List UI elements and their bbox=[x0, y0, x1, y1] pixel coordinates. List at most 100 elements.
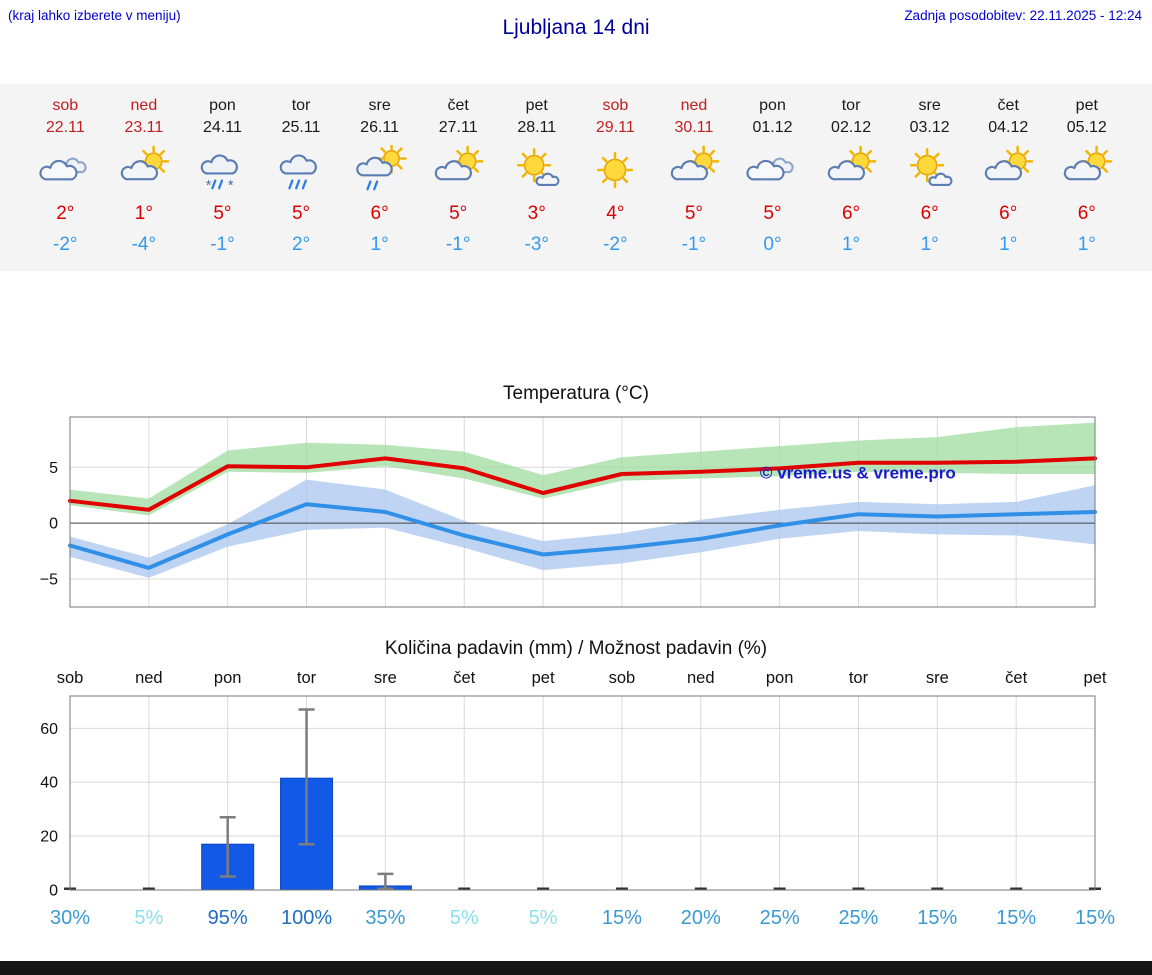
zero-precip-tick bbox=[931, 887, 944, 890]
day-min-temperature: -1° bbox=[681, 234, 707, 255]
precip-day-label: pet bbox=[532, 669, 555, 687]
precip-probability-label: 15% bbox=[917, 907, 957, 929]
watermark: © vreme.us & vreme.pro bbox=[760, 463, 956, 482]
day-max-temperature: 1° bbox=[134, 203, 153, 224]
precip-probability-label: 100% bbox=[281, 907, 332, 929]
max temperature-line bbox=[68, 456, 1097, 512]
weather-icon-slot: * * bbox=[183, 141, 262, 199]
min temperature-band bbox=[70, 479, 1095, 578]
y-axis-tick-label: 60 bbox=[40, 721, 58, 738]
day-max-temperature: 5° bbox=[684, 203, 703, 224]
day-name: ned bbox=[130, 97, 158, 114]
day-name: čet bbox=[997, 97, 1019, 114]
precip-probability-label: 30% bbox=[50, 907, 90, 929]
y-axis-tick-label: 5 bbox=[49, 460, 58, 477]
precip-probability-label: 5% bbox=[529, 907, 558, 929]
partly-sunny-icon bbox=[827, 145, 877, 181]
precip-probability-label: 35% bbox=[365, 907, 405, 929]
partly-sunny-icon bbox=[985, 145, 1034, 181]
day-forecast-cell[interactable]: sob 22.11 2° -2° bbox=[26, 96, 105, 257]
day-name: tor bbox=[841, 97, 861, 114]
day-forecast-cell[interactable]: sob 29.11 4° -2° bbox=[576, 96, 655, 257]
day-forecast-cell[interactable]: tor 25.11 5° 2° bbox=[262, 96, 341, 257]
header: (kraj lahko izberete v meniju) Ljubljana… bbox=[0, 0, 1152, 56]
day-date: 24.11 bbox=[203, 119, 242, 136]
day-forecast-cell[interactable]: pet 05.12 6° 1° bbox=[1048, 96, 1127, 257]
day-name: čet bbox=[447, 97, 469, 114]
day-name: pon bbox=[759, 97, 786, 114]
day-max-temperature: 6° bbox=[999, 203, 1018, 224]
zero-precip-tick bbox=[142, 887, 155, 890]
day-date: 04.12 bbox=[988, 119, 1029, 136]
weather-icon-slot bbox=[576, 141, 655, 199]
precip-day-label: ned bbox=[687, 669, 715, 687]
day-forecast-cell[interactable]: ned 23.11 1° -4° bbox=[105, 96, 184, 257]
weather-icon-slot bbox=[340, 141, 419, 199]
rain-snow-icon: ** bbox=[201, 154, 239, 194]
precip-probability-label: 95% bbox=[208, 907, 248, 929]
sunny-icon bbox=[597, 151, 634, 189]
zero-precip-tick bbox=[773, 887, 786, 890]
day-forecast-cell[interactable]: čet 04.12 6° 1° bbox=[969, 96, 1048, 257]
svg-text:*: * bbox=[206, 178, 212, 194]
day-min-temperature: -2° bbox=[53, 234, 78, 255]
day-date: 01.12 bbox=[752, 119, 793, 136]
day-forecast-cell[interactable]: sre 03.12 6° 1° bbox=[890, 96, 969, 257]
day-max-temperature: 3° bbox=[527, 203, 546, 224]
precip-day-label: tor bbox=[297, 669, 317, 687]
cloudy-icon bbox=[746, 157, 795, 181]
day-max-temperature: 6° bbox=[841, 203, 861, 224]
day-forecast-cell[interactable]: ned 30.11 5° -1° bbox=[655, 96, 734, 257]
day-min-temperature: 2° bbox=[291, 234, 311, 255]
temperature-chart-title: Temperatura (°C) bbox=[503, 383, 649, 404]
bottom-bar bbox=[0, 961, 1152, 975]
partly-sunny-icon bbox=[120, 145, 170, 181]
day-min-temperature: 0° bbox=[763, 234, 782, 255]
day-min-temperature: 1° bbox=[1077, 234, 1096, 255]
day-forecast-cell[interactable]: tor 02.12 6° 1° bbox=[812, 96, 891, 257]
day-forecast-cell[interactable]: pet 28.11 3° -3° bbox=[497, 96, 576, 257]
precip-day-label: sob bbox=[609, 669, 636, 687]
weather-icon-slot bbox=[1048, 141, 1127, 199]
day-max-temperature: 6° bbox=[370, 203, 389, 224]
day-date: 29.11 bbox=[595, 119, 635, 136]
day-name: pon bbox=[209, 97, 236, 114]
day-date: 03.12 bbox=[909, 119, 950, 136]
rain-icon bbox=[279, 154, 317, 190]
precip-day-label: pet bbox=[1084, 669, 1107, 687]
partly-sunny-icon bbox=[434, 145, 484, 181]
weather-icon-slot bbox=[262, 141, 341, 199]
y-axis-tick-label: 0 bbox=[49, 516, 58, 533]
day-max-temperature: 5° bbox=[763, 203, 782, 224]
precip-day-label: ned bbox=[135, 669, 163, 687]
weather-icon-slot bbox=[969, 141, 1048, 199]
precipitation-chart-section: Količina padavin (mm) / Možnost padavin … bbox=[0, 638, 1152, 934]
mostly-sunny-icon bbox=[516, 148, 560, 186]
day-date: 02.12 bbox=[831, 119, 872, 136]
day-date: 26.11 bbox=[360, 119, 400, 136]
day-max-temperature: 4° bbox=[606, 203, 625, 224]
day-forecast-cell[interactable]: pon 01.12 5° 0° bbox=[733, 96, 812, 257]
day-name: sre bbox=[918, 97, 941, 114]
day-max-temperature: 6° bbox=[920, 203, 939, 224]
day-forecast-cell[interactable]: čet 27.11 5° -1° bbox=[419, 96, 498, 257]
temperature-chart: −5 0 5 © vreme.us & vreme.pro bbox=[40, 416, 1097, 608]
zero-precip-tick bbox=[1010, 887, 1023, 890]
precip-day-label: sob bbox=[57, 669, 84, 687]
day-date: 05.12 bbox=[1066, 119, 1107, 136]
precip-probability-label: 5% bbox=[134, 907, 163, 929]
location-menu-hint: (kraj lahko izberete v meniju) bbox=[8, 8, 181, 23]
precip-day-label: čet bbox=[1005, 669, 1027, 687]
day-forecast-cell[interactable]: sre 26.11 6° 1° bbox=[340, 96, 419, 257]
zero-precip-tick bbox=[458, 887, 471, 890]
precip-probability-label: 25% bbox=[838, 907, 878, 929]
day-forecast-cell[interactable]: pon 24.11 * * 5° -1° bbox=[183, 96, 262, 257]
day-date: 23.11 bbox=[124, 119, 164, 136]
day-name: ned bbox=[680, 97, 708, 114]
y-axis-tick-label: 0 bbox=[49, 883, 58, 900]
day-name: sob bbox=[602, 97, 629, 114]
precip-day-label: sre bbox=[926, 669, 949, 687]
day-max-temperature: 5° bbox=[213, 203, 232, 224]
day-min-temperature: -2° bbox=[603, 234, 628, 255]
